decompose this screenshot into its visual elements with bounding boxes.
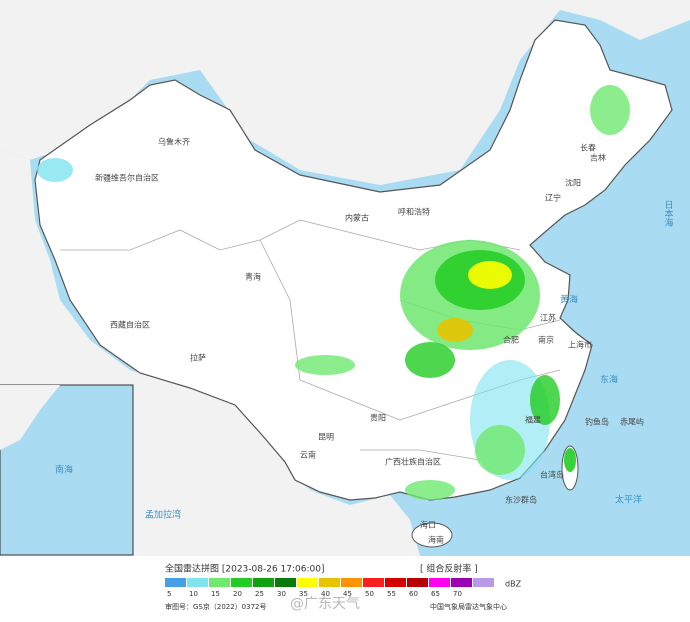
- legend-swatch: [275, 578, 296, 587]
- legend-swatch: [451, 578, 472, 587]
- city-label: 拉萨: [190, 353, 206, 363]
- legend-tick-label: 60: [409, 590, 418, 598]
- city-label: 合肥: [503, 335, 519, 345]
- legend-swatch: [297, 578, 318, 587]
- city-label: 呼和浩特: [398, 207, 430, 217]
- legend-unit: dBZ: [505, 580, 522, 589]
- data-source: 中国气象局雷达气象中心: [430, 602, 507, 611]
- legend-tick-label: 40: [321, 590, 330, 598]
- sea-label: 黄海: [560, 294, 578, 306]
- legend-tick-label: 65: [431, 590, 440, 598]
- city-label: 南京: [538, 335, 554, 345]
- legend-swatch: [253, 578, 274, 587]
- region-label: 辽宁: [545, 193, 561, 203]
- watermark: @广东天气: [290, 596, 360, 612]
- city-label: 昆明: [318, 433, 334, 442]
- island-label: 东沙群岛: [505, 495, 537, 505]
- inset-land: [0, 385, 60, 450]
- island-label: 钓鱼岛: [585, 417, 609, 427]
- legend-swatch: [473, 578, 494, 587]
- region-label: 福建: [525, 415, 541, 425]
- island-label: 台湾岛: [540, 470, 564, 480]
- sea-label: 南海: [55, 464, 73, 476]
- legend-swatch: [209, 578, 230, 587]
- region-label: 新疆维吾尔自治区: [95, 173, 159, 183]
- map-labels: 乌鲁木齐 新疆维吾尔自治区 西藏自治区 拉萨 青海 内蒙古 呼和浩特 吉林 长春…: [55, 137, 673, 545]
- sea-label: 日本海: [663, 200, 674, 228]
- legend-tick-label: 45: [343, 590, 352, 598]
- city-label: 沈阳: [565, 178, 581, 188]
- legend-tick-label: 70: [453, 590, 462, 598]
- legend-tick-label: 25: [255, 590, 264, 598]
- region-label: 江苏: [540, 313, 556, 323]
- legend-tick-label: 50: [365, 590, 374, 598]
- radar-echoes: [37, 85, 630, 500]
- legend-swatch: [363, 578, 384, 587]
- map-title: 全国雷达拼图 [2023-08-26 17:06:00]: [165, 563, 324, 575]
- legend-tick-label: 30: [277, 590, 286, 598]
- legend-tick-label: 35: [299, 590, 308, 598]
- legend-swatch: [165, 578, 186, 587]
- legend-swatch: [385, 578, 406, 587]
- approval-number: 审图号：GS京（2022）0372号: [165, 602, 267, 611]
- sea-label: 东海: [600, 374, 618, 386]
- legend-swatch: [429, 578, 450, 587]
- region-label: 西藏自治区: [110, 320, 150, 330]
- product-name: [ 组合反射率 ]: [420, 563, 478, 575]
- region-label: 吉林: [590, 153, 606, 163]
- legend-tick-label: 15: [211, 590, 220, 598]
- island-label: 赤尾屿: [620, 418, 644, 427]
- hainan: [411, 522, 453, 548]
- legend-swatch: [407, 578, 428, 587]
- region-label: 内蒙古: [345, 213, 369, 223]
- legend-tick-label: 20: [233, 590, 242, 598]
- legend-swatch: [319, 578, 340, 587]
- city-label: 长春: [580, 143, 596, 153]
- legend-swatch: [231, 578, 252, 587]
- region-label: 海南: [428, 535, 444, 545]
- city-label: 贵阳: [370, 413, 386, 423]
- sea-label: 孟加拉湾: [145, 509, 181, 521]
- region-label: 云南: [300, 450, 316, 460]
- region-label: 广西壮族自治区: [385, 457, 441, 467]
- city-label: 上海市: [568, 340, 592, 350]
- region-label: 青海: [245, 272, 261, 282]
- legend-tick-label: 55: [387, 590, 396, 598]
- legend-swatch: [341, 578, 362, 587]
- neighbor-land: [0, 0, 690, 185]
- legend-swatch: [187, 578, 208, 587]
- legend-tick-label: 10: [189, 590, 198, 598]
- city-label: 乌鲁木齐: [158, 137, 190, 147]
- legend-tick-label: 5: [167, 590, 171, 598]
- city-label: 海口: [420, 520, 436, 530]
- sea-label: 太平洋: [615, 494, 642, 506]
